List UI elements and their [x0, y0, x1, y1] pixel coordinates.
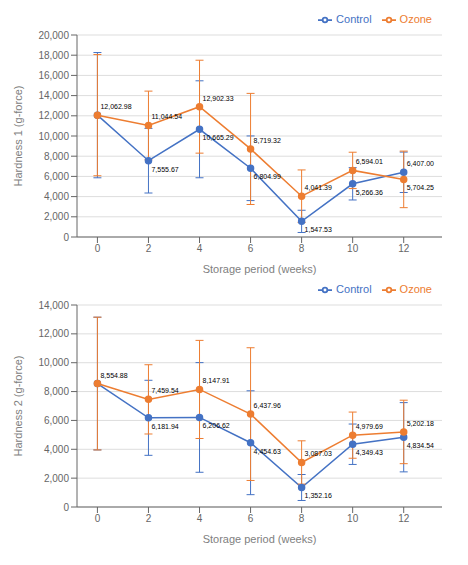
svg-text:10: 10	[347, 513, 359, 524]
svg-text:2: 2	[146, 513, 152, 524]
html-text:Ozone: Ozone	[399, 13, 432, 25]
svg-text:5,266.36: 5,266.36	[356, 189, 383, 196]
svg-text:7,459.54: 7,459.54	[151, 387, 178, 394]
svg-text:8,147.91: 8,147.91	[203, 377, 230, 384]
svg-text:8,719.32: 8,719.32	[254, 137, 281, 144]
svg-text:4: 4	[197, 243, 203, 254]
svg-text:2: 2	[146, 243, 152, 254]
svg-text:Hardness 2 (g-force): Hardness 2 (g-force)	[12, 356, 24, 457]
svg-text:5,202.18: 5,202.18	[407, 420, 434, 427]
svg-text:12: 12	[398, 513, 410, 524]
svg-text:6,804.99: 6,804.99	[254, 173, 281, 180]
svg-text:10,000: 10,000	[38, 357, 69, 368]
svg-text:8,000: 8,000	[44, 151, 69, 162]
svg-text:6,181.94: 6,181.94	[151, 423, 178, 430]
svg-text:6,594.01: 6,594.01	[356, 158, 383, 165]
svg-text:11,044.54: 11,044.54	[151, 113, 182, 120]
svg-text:4,349.43: 4,349.43	[356, 449, 383, 456]
svg-text:6,000: 6,000	[44, 415, 69, 426]
svg-text:12,902.33: 12,902.33	[203, 95, 234, 102]
svg-text:8: 8	[299, 513, 305, 524]
svg-text:12: 12	[398, 243, 410, 254]
svg-text:2,000: 2,000	[44, 473, 69, 484]
svg-text:10,665.29: 10,665.29	[203, 134, 234, 141]
svg-text:0: 0	[63, 502, 69, 513]
svg-text:10,000: 10,000	[38, 131, 69, 142]
svg-text:2,000: 2,000	[44, 211, 69, 222]
svg-text:8,000: 8,000	[44, 386, 69, 397]
svg-text:5,704.25: 5,704.25	[407, 184, 434, 191]
svg-text:6: 6	[248, 513, 254, 524]
svg-text:12,000: 12,000	[38, 110, 69, 121]
html-text:Control: Control	[336, 13, 372, 25]
svg-text:6,407.00: 6,407.00	[407, 160, 434, 167]
svg-text:6,206.62: 6,206.62	[203, 422, 230, 429]
svg-text:12,000: 12,000	[38, 328, 69, 339]
svg-text:4,834.54: 4,834.54	[407, 442, 434, 449]
svg-text:20,000: 20,000	[38, 30, 69, 41]
svg-text:6,437.96: 6,437.96	[254, 402, 281, 409]
svg-text:0: 0	[63, 232, 69, 243]
svg-text:12,062.98: 12,062.98	[100, 103, 131, 110]
svg-text:14,000: 14,000	[38, 90, 69, 101]
svg-text:Storage period (weeks): Storage period (weeks)	[203, 263, 317, 275]
svg-text:14,000: 14,000	[38, 300, 69, 311]
svg-text:1,352.16: 1,352.16	[305, 492, 332, 499]
svg-text:4,454.63: 4,454.63	[254, 448, 281, 455]
svg-text:6: 6	[248, 243, 254, 254]
svg-text:8,554.88: 8,554.88	[100, 372, 127, 379]
html-text:Ozone: Ozone	[399, 283, 432, 295]
svg-text:4: 4	[197, 513, 203, 524]
svg-text:Storage period (weeks): Storage period (weeks)	[203, 533, 317, 545]
svg-text:8: 8	[299, 243, 305, 254]
svg-text:7,555.67: 7,555.67	[151, 166, 178, 173]
html-text:Control: Control	[336, 283, 372, 295]
svg-text:6,000: 6,000	[44, 171, 69, 182]
svg-text:Hardness 1 (g-force): Hardness 1 (g-force)	[12, 86, 24, 187]
svg-text:4,000: 4,000	[44, 444, 69, 455]
svg-text:0: 0	[95, 513, 101, 524]
svg-text:3,087.03: 3,087.03	[305, 450, 332, 457]
svg-text:16,000: 16,000	[38, 70, 69, 81]
svg-text:4,979.69: 4,979.69	[356, 423, 383, 430]
svg-text:4,000: 4,000	[44, 191, 69, 202]
svg-text:0: 0	[95, 243, 101, 254]
svg-text:10: 10	[347, 243, 359, 254]
svg-text:18,000: 18,000	[38, 50, 69, 61]
svg-text:4,041.39: 4,041.39	[305, 184, 332, 191]
svg-text:1,547.53: 1,547.53	[305, 226, 332, 233]
